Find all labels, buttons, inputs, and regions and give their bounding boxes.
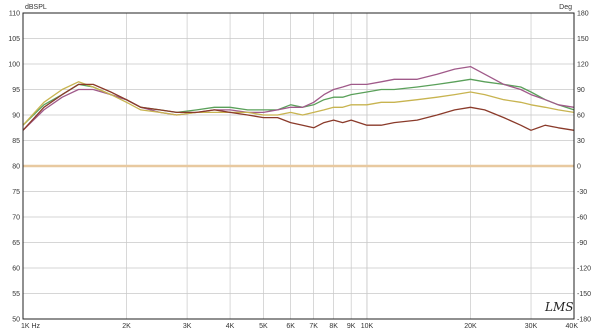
x-tick-label: 10K — [361, 323, 374, 330]
y2-tick-label: 90 — [577, 87, 585, 94]
brand-mark: LMS — [544, 300, 573, 314]
right-axis-unit: Deg — [559, 4, 572, 11]
y2-tick-label: 30 — [577, 138, 585, 145]
y-tick-label: 85 — [12, 138, 20, 145]
y2-tick-label: 0 — [577, 164, 581, 171]
x-tick-label: 7K — [309, 323, 318, 330]
y-tick-label: 50 — [12, 317, 20, 324]
y2-tick-label: -60 — [577, 215, 587, 222]
y2-tick-label: 180 — [577, 11, 589, 18]
y2-tick-label: -90 — [577, 240, 587, 247]
x-tick-label: 30K — [525, 323, 538, 330]
series-group — [22, 65, 575, 131]
left-axis-unit: dBSPL — [25, 4, 47, 11]
x-tick-label: 20K — [464, 323, 477, 330]
series-line-3 — [22, 81, 575, 126]
y2-tick-labels: 180 150 120 90 60 30 0 -30 -60 -90 -120 -150 -180 — [577, 11, 591, 324]
x-tick-label: 5K — [259, 323, 268, 330]
x-tick-label: 3K — [183, 323, 192, 330]
y-tick-label: 105 — [8, 36, 20, 43]
y-tick-labels: 110 105 100 95 90 85 80 75 70 65 60 55 50 — [8, 11, 20, 324]
x-tick-label: 9K — [347, 323, 356, 330]
x-tick-label: 2K — [122, 323, 131, 330]
x-tick-label: 8K — [329, 323, 338, 330]
y2-tick-label: -30 — [577, 189, 587, 196]
x-tick-label: 40K — [566, 323, 579, 330]
y-tick-label: 95 — [12, 87, 20, 94]
y-tick-label: 100 — [8, 62, 20, 69]
y2-tick-label: -180 — [577, 317, 591, 324]
y2-tick-label: -120 — [577, 266, 591, 273]
y2-tick-label: 150 — [577, 36, 589, 43]
plot-frame — [22, 12, 575, 320]
y-tick-label: 65 — [12, 240, 20, 247]
y-tick-label: 60 — [12, 266, 20, 273]
x-tick-labels: 1K Hz 2K 3K 4K 5K 6K 7K 8K 9K 10K 20K 30K 40K — [21, 323, 578, 330]
x-tick-label: 1K Hz — [21, 323, 41, 330]
x-tick-label: 6K — [286, 323, 295, 330]
y2-tick-label: 60 — [577, 113, 585, 120]
y-tick-label: 55 — [12, 291, 20, 298]
x-tick-label: 4K — [226, 323, 235, 330]
y-tick-label: 75 — [12, 189, 20, 196]
y-tick-label: 80 — [12, 164, 20, 171]
y2-tick-label: -150 — [577, 291, 591, 298]
y-tick-label: 70 — [12, 215, 20, 222]
series-line-4 — [22, 83, 575, 131]
y-tick-label: 90 — [12, 113, 20, 120]
y2-tick-label: 120 — [577, 62, 589, 69]
y-tick-label: 110 — [9, 11, 20, 18]
